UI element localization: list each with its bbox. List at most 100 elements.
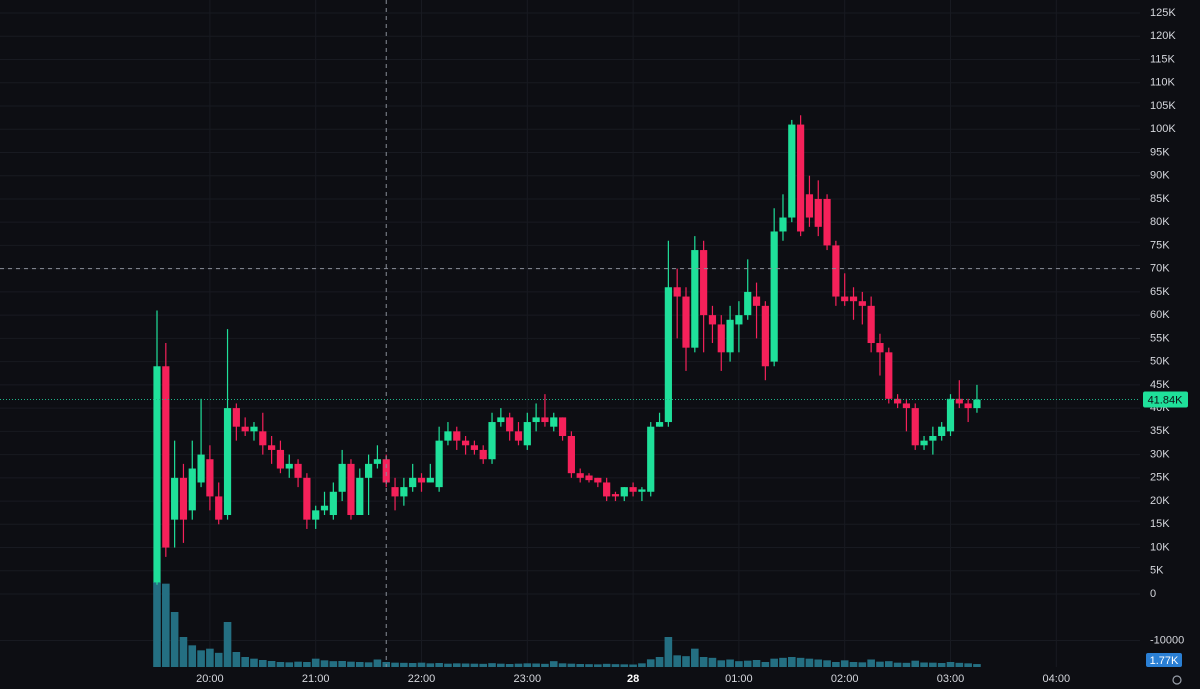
candle-body: [382, 459, 390, 483]
candle-body: [841, 296, 849, 302]
candle-body: [153, 366, 161, 583]
volume-bar: [788, 657, 796, 667]
candle-body: [920, 440, 928, 446]
volume-bar: [294, 661, 302, 667]
price-label: 41.84K: [1148, 394, 1184, 406]
candle-body: [312, 510, 320, 520]
candle-body: [426, 477, 434, 483]
candle-body: [417, 477, 426, 483]
volume-bar: [303, 662, 311, 667]
candle-body: [506, 417, 514, 432]
y-tick-label: 105K: [1150, 100, 1176, 112]
candles: [153, 115, 981, 585]
volume-bar: [461, 663, 470, 667]
volume-bar: [444, 663, 452, 667]
candle-body: [391, 487, 399, 497]
volume-bar: [814, 659, 823, 667]
candle-body: [188, 468, 196, 511]
candle-body: [347, 463, 355, 516]
volume-bar: [743, 660, 752, 667]
volume-bar: [884, 661, 893, 667]
overlay: [0, 0, 1140, 667]
volume-bar: [497, 663, 505, 667]
candle-body: [479, 449, 487, 460]
y-tick-label: 75K: [1150, 239, 1170, 251]
x-tick-label: 03:00: [937, 673, 965, 685]
volume-bar: [946, 662, 955, 667]
volume-bar: [179, 637, 188, 667]
volume-bar: [426, 663, 435, 667]
x-tick-label: 23:00: [514, 673, 542, 685]
volume-bar: [162, 583, 170, 667]
volume-bar: [223, 622, 232, 667]
candle-body: [532, 417, 540, 423]
grid: [0, 0, 1140, 667]
candle-body: [461, 440, 470, 446]
volume-bar: [664, 637, 673, 667]
volume-bar: [708, 657, 717, 667]
volume-bar: [620, 664, 629, 667]
candle-body: [964, 403, 972, 409]
volume-label-box: [1146, 653, 1182, 667]
volume-bar: [232, 652, 241, 667]
volume-bar: [549, 661, 558, 667]
y-tick-label: 15K: [1150, 518, 1170, 530]
volume-bar: [267, 661, 276, 667]
x-tick-label: 01:00: [725, 673, 753, 685]
volume-bar: [576, 664, 584, 667]
volume-bar: [241, 657, 249, 667]
volume-bar: [214, 652, 223, 667]
candle-body: [885, 352, 893, 399]
volume-bar: [929, 662, 937, 667]
candle-body: [171, 477, 179, 520]
x-tick-label: 04:00: [1043, 673, 1071, 685]
y-tick-label: 125K: [1150, 7, 1176, 19]
candle-body: [770, 231, 778, 362]
volume-bar: [391, 662, 399, 667]
candle-body: [365, 463, 373, 478]
volume-bar: [761, 662, 770, 667]
volume-bar: [920, 662, 928, 667]
y-tick-label: 70K: [1150, 263, 1170, 275]
candle-body: [647, 426, 655, 492]
candle-body: [488, 422, 496, 460]
candle-body: [611, 494, 620, 497]
candle-body: [179, 477, 188, 520]
volume-bar: [717, 660, 726, 667]
candle-body: [805, 194, 814, 218]
volume-bar: [250, 658, 258, 667]
candle-body: [858, 301, 866, 306]
volume-bar: [752, 660, 761, 667]
volume-bar: [320, 660, 329, 667]
candle-body: [162, 366, 170, 548]
y-tick-label: 55K: [1150, 332, 1170, 344]
volume-bar: [849, 662, 858, 667]
volume-bar: [541, 663, 549, 667]
y-tick-label: 25K: [1150, 472, 1170, 484]
candle-body: [629, 487, 637, 492]
candle-body: [638, 489, 646, 492]
candle-body: [470, 445, 478, 450]
x-tick-label: 21:00: [302, 673, 330, 685]
candle-body: [215, 496, 223, 520]
settings-icon[interactable]: [1172, 675, 1182, 685]
candle-body: [761, 305, 769, 367]
candle-body: [276, 449, 285, 469]
candle-body: [938, 426, 946, 436]
candle-body: [691, 250, 699, 348]
candle-body: [585, 475, 593, 481]
volume-bar: [329, 661, 338, 667]
y-tick-label: 30K: [1150, 448, 1170, 460]
candle-body: [576, 473, 584, 478]
candle-body: [241, 426, 249, 432]
candle-body: [197, 454, 205, 483]
volume-bar: [840, 660, 849, 667]
volume-bar: [893, 662, 902, 667]
volume-bar: [400, 662, 408, 667]
y-tick-label: 35K: [1150, 425, 1170, 437]
volume-bar: [479, 663, 488, 667]
volume-label: 1.77K: [1150, 655, 1179, 667]
y-tick-label: 110K: [1150, 77, 1176, 89]
price-label-box: [1143, 391, 1188, 408]
